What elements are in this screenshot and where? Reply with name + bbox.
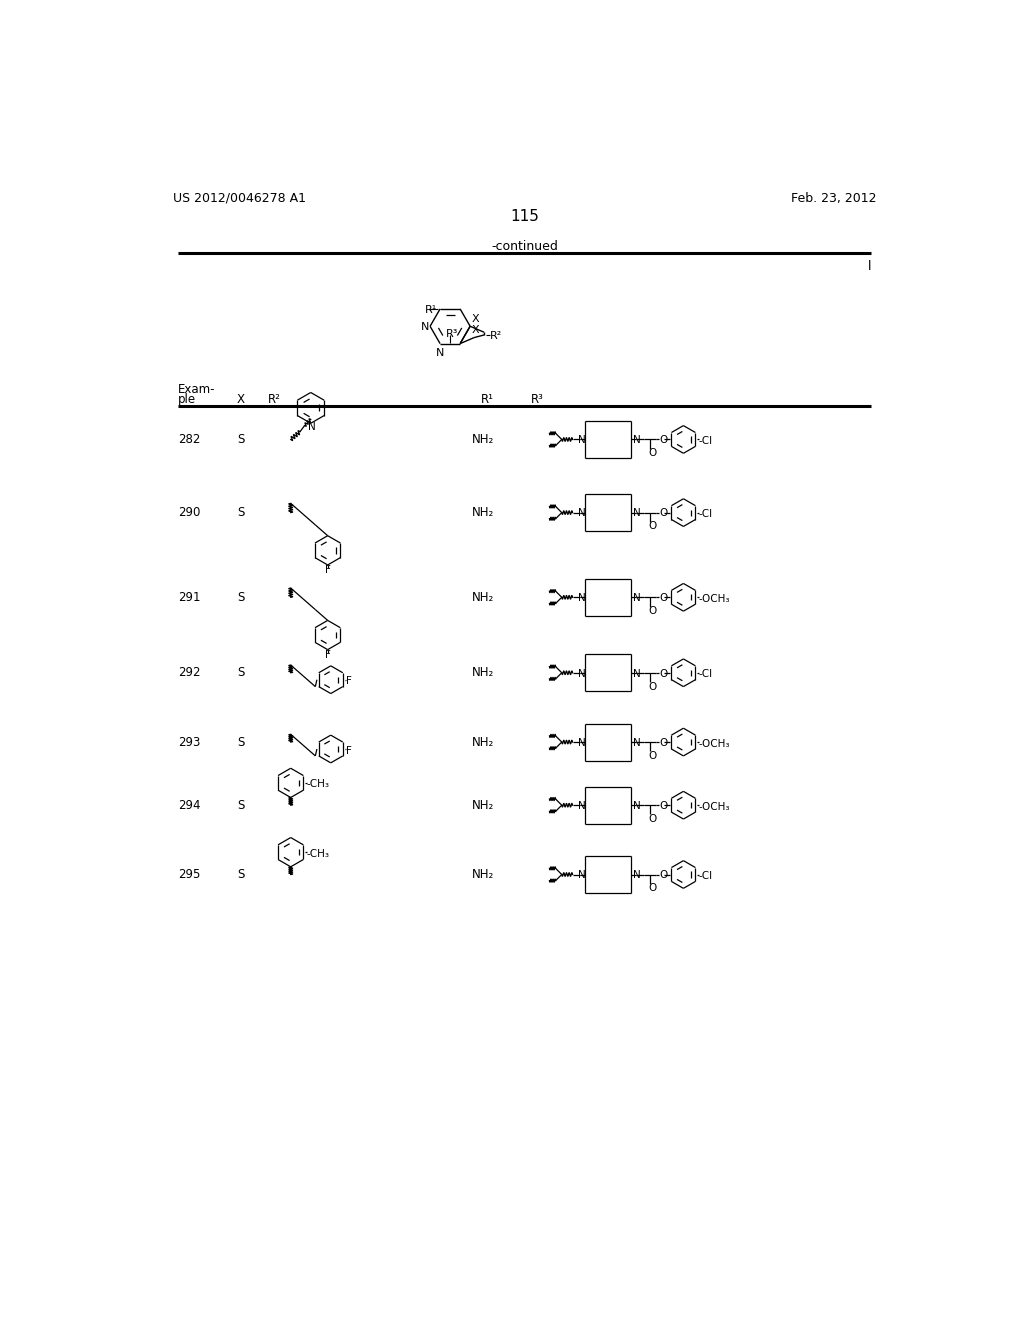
- Text: N: N: [633, 801, 640, 810]
- Text: -CH₃: -CH₃: [307, 849, 330, 859]
- Text: O: O: [649, 883, 657, 894]
- Text: -Cl: -Cl: [698, 871, 713, 880]
- Text: N: N: [578, 593, 586, 603]
- Text: 115: 115: [510, 209, 540, 223]
- Text: N: N: [421, 322, 429, 333]
- Text: ple: ple: [178, 393, 197, 407]
- Text: S: S: [237, 735, 244, 748]
- Text: N: N: [633, 593, 640, 603]
- Text: NH₂: NH₂: [472, 735, 494, 748]
- Text: X: X: [472, 325, 479, 335]
- Text: l: l: [868, 260, 871, 273]
- Text: N: N: [633, 508, 640, 519]
- Text: 291: 291: [178, 591, 201, 603]
- Text: N: N: [307, 422, 315, 432]
- Text: 294: 294: [178, 799, 201, 812]
- Text: O: O: [649, 681, 657, 692]
- Text: F: F: [326, 565, 331, 576]
- Text: -Cl: -Cl: [698, 510, 713, 519]
- Text: O: O: [659, 436, 668, 445]
- Text: 292: 292: [178, 667, 201, 680]
- Text: 295: 295: [178, 869, 201, 880]
- Text: US 2012/0046278 A1: US 2012/0046278 A1: [173, 191, 306, 205]
- Text: O: O: [649, 606, 657, 616]
- Text: NH₂: NH₂: [472, 799, 494, 812]
- Text: N: N: [578, 801, 586, 810]
- Text: N: N: [633, 668, 640, 678]
- Text: 290: 290: [178, 506, 201, 519]
- Text: -CH₃: -CH₃: [307, 779, 330, 789]
- Text: O: O: [659, 593, 668, 603]
- Text: N: N: [578, 738, 586, 748]
- Text: N: N: [436, 348, 444, 358]
- Text: O: O: [649, 814, 657, 824]
- Text: NH₂: NH₂: [472, 591, 494, 603]
- Text: -OCH₃: -OCH₃: [698, 801, 730, 812]
- Text: N: N: [633, 436, 640, 445]
- Text: 293: 293: [178, 735, 201, 748]
- Text: -OCH₃: -OCH₃: [698, 594, 730, 603]
- Text: NH₂: NH₂: [472, 433, 494, 446]
- Text: X: X: [472, 314, 479, 323]
- Text: O: O: [659, 508, 668, 519]
- Text: R¹: R¹: [425, 305, 437, 315]
- Text: R³: R³: [531, 393, 544, 407]
- Text: -Cl: -Cl: [698, 669, 713, 680]
- Text: -OCH₃: -OCH₃: [698, 739, 730, 748]
- Text: R¹: R¹: [481, 393, 494, 407]
- Text: N: N: [578, 508, 586, 519]
- Text: N: N: [578, 870, 586, 880]
- Text: NH₂: NH₂: [472, 506, 494, 519]
- Text: O: O: [649, 521, 657, 532]
- Text: -continued: -continued: [492, 240, 558, 253]
- Text: S: S: [237, 433, 244, 446]
- Text: N: N: [633, 738, 640, 748]
- Text: F: F: [346, 676, 352, 686]
- Text: S: S: [237, 591, 244, 603]
- Text: X: X: [237, 393, 245, 407]
- Text: O: O: [649, 751, 657, 760]
- Text: Feb. 23, 2012: Feb. 23, 2012: [792, 191, 877, 205]
- Text: F: F: [346, 746, 352, 755]
- Text: S: S: [237, 506, 244, 519]
- Text: N: N: [578, 668, 586, 678]
- Text: -Cl: -Cl: [698, 436, 713, 446]
- Text: R²: R²: [490, 331, 503, 342]
- Text: R²: R²: [267, 393, 281, 407]
- Text: R³: R³: [446, 329, 459, 339]
- Text: O: O: [649, 449, 657, 458]
- Text: S: S: [237, 799, 244, 812]
- Text: Exam-: Exam-: [178, 383, 216, 396]
- Text: N: N: [633, 870, 640, 880]
- Text: S: S: [237, 869, 244, 880]
- Text: O: O: [659, 668, 668, 678]
- Text: NH₂: NH₂: [472, 667, 494, 680]
- Text: NH₂: NH₂: [472, 869, 494, 880]
- Text: F: F: [326, 649, 331, 660]
- Text: O: O: [659, 870, 668, 880]
- Text: S: S: [237, 667, 244, 680]
- Text: 282: 282: [178, 433, 201, 446]
- Text: N: N: [578, 436, 586, 445]
- Text: O: O: [659, 801, 668, 810]
- Text: O: O: [659, 738, 668, 748]
